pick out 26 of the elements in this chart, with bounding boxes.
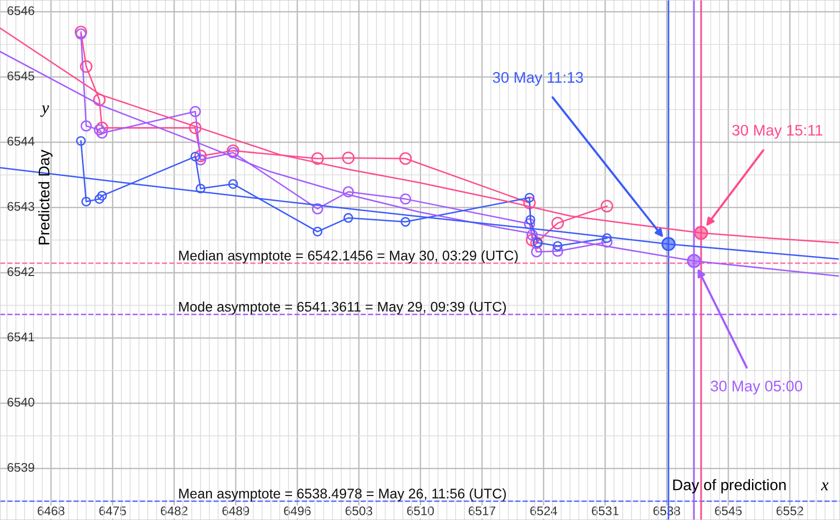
text: 30 May 11:13: [492, 72, 583, 86]
y-tick-label: 6545: [8, 71, 34, 80]
annotation: y: [40, 106, 50, 117]
x-tick-label: 6482: [160, 506, 188, 516]
y-tick-label: 6546: [8, 6, 34, 16]
x-tick-label: 6531: [592, 506, 618, 516]
x-tick-label: 6517: [468, 506, 496, 516]
y-tick-label: 6544: [8, 136, 34, 146]
y-tick-label: 6542: [8, 267, 34, 276]
x-tick-label: 6496: [284, 506, 311, 516]
x-tick-label: 6545: [715, 506, 742, 516]
text: 30 May 15:11: [732, 124, 822, 139]
ref-line-label: Mean asymptote = 6538.4978 = May 26, 11:56 (UTC): [179, 488, 506, 502]
y-axis-title: Predicted Day: [38, 150, 52, 244]
y-tick-label: 6539: [8, 462, 34, 472]
annotation: x: [820, 482, 828, 490]
ref-line-label: Median asymptote = 6542.1456 = May 30, 03:29 (UTC): [179, 250, 518, 264]
x-tick-label: 6524: [530, 506, 558, 516]
x-tick-label: 6489: [222, 506, 250, 516]
ref-line-label: Mode asymptote = 6541.3611 = May 29, 09:39 (UTC): [179, 301, 506, 314]
x-tick-label: 6503: [346, 506, 372, 516]
text: 30 May 05:00: [710, 380, 802, 394]
y-tick-label: 6541: [8, 332, 34, 342]
y-tick-label: 6540: [8, 398, 34, 407]
x-tick-label: 6552: [776, 506, 804, 516]
y-tick-label: 6543: [8, 202, 34, 211]
